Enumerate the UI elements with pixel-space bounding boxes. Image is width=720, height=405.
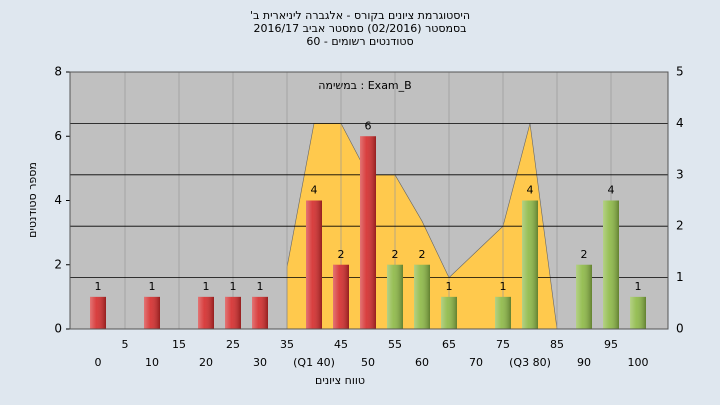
bar-shade [225,296,241,329]
data-label: 2 [419,248,426,261]
x-tick-label: 35 [280,338,294,351]
x-tick-label: 20 [199,356,213,369]
data-label: 2 [338,248,345,261]
y2-tick-label: 5 [676,65,684,79]
bar-shade [414,264,430,329]
bar-shade [603,200,619,329]
data-label: 6 [365,119,372,132]
data-label: 4 [311,184,318,197]
data-label: 1 [149,280,156,293]
bar-shade [441,296,457,329]
x-tick-label: 30 [253,356,267,369]
data-label: 2 [581,248,588,261]
x-tick-label: 95 [604,338,618,351]
bar-shade [333,264,349,329]
x-tick-label: 90 [577,356,591,369]
y2-tick-label: 1 [676,270,684,284]
bar-shade [495,296,511,329]
y-tick-label: 2 [54,257,62,271]
data-label: 1 [635,280,642,293]
data-label: 1 [203,280,210,293]
bar-shade [630,296,646,329]
y-tick-label: 0 [54,322,62,336]
bar-shade [252,296,268,329]
bar-shade [306,200,322,329]
x-tick-label: 45 [334,338,348,351]
data-label: 1 [446,280,453,293]
bar-shade [576,264,592,329]
data-label: 1 [230,280,237,293]
x-tick-label: 25 [226,338,240,351]
chart-title: היסטוגרמת ציונים בקורס - אלגברה ליניארית… [250,9,470,22]
x-tick-label: 10 [145,356,159,369]
y2-tick-label: 0 [676,322,684,336]
data-label: 4 [527,184,534,197]
bar-shade [522,200,538,329]
x-axis-label: טווח ציונים [315,374,365,387]
x-tick-label: (Q1 40) [293,356,335,369]
x-tick-label: 0 [95,356,102,369]
chart-subtitle: סטודנטים רשומים - 60 [306,35,413,48]
y-tick-label: 8 [54,65,62,79]
data-label: 4 [608,184,615,197]
plot-border [69,71,669,330]
x-tick-label: 70 [469,356,483,369]
annotation: במשימה : Exam_B [318,79,411,92]
x-tick-label: 75 [496,338,510,351]
x-tick-label: 85 [550,338,564,351]
y-tick-label: 4 [54,193,62,207]
x-tick-label: 50 [361,356,375,369]
data-label: 1 [257,280,264,293]
y2-tick-label: 3 [676,167,684,181]
y-tick-label: 6 [54,129,62,143]
y2-tick-label: 4 [676,116,684,130]
x-tick-label: 5 [122,338,129,351]
bar-shade [198,296,214,329]
x-tick-label: 55 [388,338,402,351]
data-label: 1 [500,280,507,293]
x-tick-label: 100 [628,356,649,369]
bar-shade [360,136,376,329]
data-label: 1 [95,280,102,293]
x-tick-label: 15 [172,338,186,351]
x-tick-label: 65 [442,338,456,351]
x-tick-label: (Q3 80) [509,356,551,369]
y2-tick-label: 2 [676,219,684,233]
y-axis-label: מספר סטודנטים [26,162,39,238]
bar-shade [144,296,160,329]
bar-shade [387,264,403,329]
chart-subtitle: בסמסטר (02/2016) סמסטר אביב 2016/17 [253,22,466,35]
bar-shade [90,296,106,329]
x-tick-label: 60 [415,356,429,369]
data-label: 2 [392,248,399,261]
